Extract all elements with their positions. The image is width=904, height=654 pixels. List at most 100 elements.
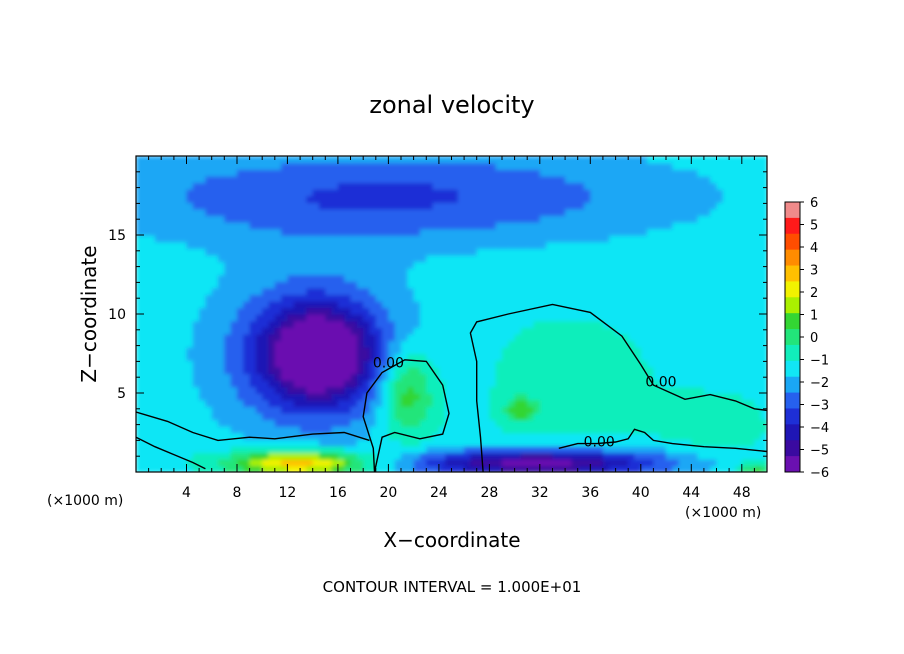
heatmap-cell [691, 432, 699, 440]
heatmap-cell [546, 188, 554, 197]
heatmap-cell [710, 188, 718, 197]
heatmap-cell [293, 188, 301, 197]
heatmap-cell [419, 300, 428, 309]
heatmap-cell [154, 162, 163, 170]
heatmap-cell [186, 406, 194, 414]
heatmap-cell [192, 346, 200, 355]
heatmap-cell [356, 379, 364, 388]
heatmap-cell [224, 274, 232, 282]
heatmap-cell [350, 182, 358, 190]
heatmap-cell [388, 156, 396, 164]
heatmap-cell [584, 393, 592, 401]
heatmap-cell [369, 307, 377, 315]
heatmap-cell [678, 188, 686, 197]
heatmap-cell [306, 327, 314, 335]
heatmap-cell [281, 169, 289, 177]
heatmap-cell [167, 393, 175, 401]
heatmap-cell [249, 432, 257, 440]
heatmap-cell [255, 287, 263, 296]
heatmap-cell [565, 162, 573, 170]
heatmap-cell [262, 294, 270, 302]
heatmap-cell [161, 235, 169, 243]
heatmap-cell [337, 162, 346, 170]
heatmap-cell [489, 445, 497, 454]
heatmap-cell [363, 202, 371, 210]
heatmap-cell [691, 314, 699, 322]
heatmap-cell [249, 169, 257, 177]
heatmap-cell [520, 465, 529, 472]
heatmap-cell [173, 353, 181, 361]
heatmap-cell [520, 425, 529, 434]
heatmap-cell [249, 182, 257, 190]
heatmap-cell [161, 221, 169, 230]
heatmap-cell [552, 333, 560, 342]
heatmap-cell [274, 314, 282, 322]
heatmap-cell [741, 248, 749, 256]
heatmap-cell [527, 215, 535, 223]
heatmap-cell [552, 267, 560, 276]
heatmap-cell [438, 202, 446, 210]
heatmap-cell [735, 327, 743, 335]
heatmap-cell [590, 425, 598, 434]
heatmap-cell [628, 248, 636, 256]
heatmap-cell [722, 452, 730, 460]
heatmap-cell [236, 314, 245, 322]
heatmap-cell [363, 373, 371, 381]
heatmap-cell [558, 294, 566, 302]
heatmap-cell [546, 432, 554, 440]
heatmap-cell [533, 373, 541, 381]
heatmap-cell [142, 314, 150, 322]
heatmap-cell [186, 393, 194, 401]
heatmap-cell [205, 373, 213, 381]
heatmap-cell [369, 314, 377, 322]
heatmap-cell [293, 261, 301, 269]
heatmap-cell [205, 346, 213, 355]
heatmap-cell [363, 340, 371, 348]
heatmap-cell [464, 274, 472, 282]
heatmap-cell [432, 360, 440, 368]
heatmap-cell [495, 432, 503, 440]
heatmap-cell [483, 458, 491, 467]
heatmap-cell [230, 254, 238, 263]
heatmap-cell [401, 248, 409, 256]
heatmap-cell [167, 399, 175, 407]
heatmap-cell [716, 202, 724, 210]
heatmap-cell [609, 425, 617, 434]
heatmap-cell [356, 248, 364, 256]
heatmap-cell [243, 169, 251, 177]
heatmap-cell [312, 333, 320, 342]
heatmap-cell [716, 386, 724, 394]
heatmap-cell [337, 294, 346, 302]
colorbar-segment [785, 376, 800, 394]
heatmap-cell [640, 406, 648, 414]
heatmap-cell [483, 425, 491, 434]
heatmap-cell [703, 287, 712, 296]
heatmap-cell [621, 287, 629, 296]
heatmap-cell [754, 175, 762, 184]
heatmap-cell [684, 267, 693, 276]
heatmap-cell [426, 458, 434, 467]
heatmap-cell [205, 458, 213, 467]
heatmap-cell [558, 445, 566, 454]
heatmap-cell [628, 307, 636, 315]
x-tick-label: 8 [233, 485, 242, 501]
heatmap-cell [495, 175, 503, 184]
heatmap-cell [173, 248, 181, 256]
heatmap-cell [356, 208, 364, 217]
heatmap-cell [672, 353, 680, 361]
heatmap-cell [180, 175, 188, 184]
heatmap-cell [457, 379, 465, 388]
heatmap-cell [741, 267, 749, 276]
heatmap-cell [350, 327, 358, 335]
heatmap-cell [615, 261, 623, 269]
heatmap-cell [741, 287, 749, 296]
heatmap-cell [628, 314, 636, 322]
heatmap-cell [186, 419, 194, 427]
heatmap-cell [678, 327, 686, 335]
heatmap-cell [306, 439, 314, 447]
heatmap-cell [369, 360, 377, 368]
heatmap-cell [186, 458, 194, 467]
heatmap-cell [230, 215, 238, 223]
heatmap-cell [363, 208, 371, 217]
heatmap-cell [369, 333, 377, 342]
